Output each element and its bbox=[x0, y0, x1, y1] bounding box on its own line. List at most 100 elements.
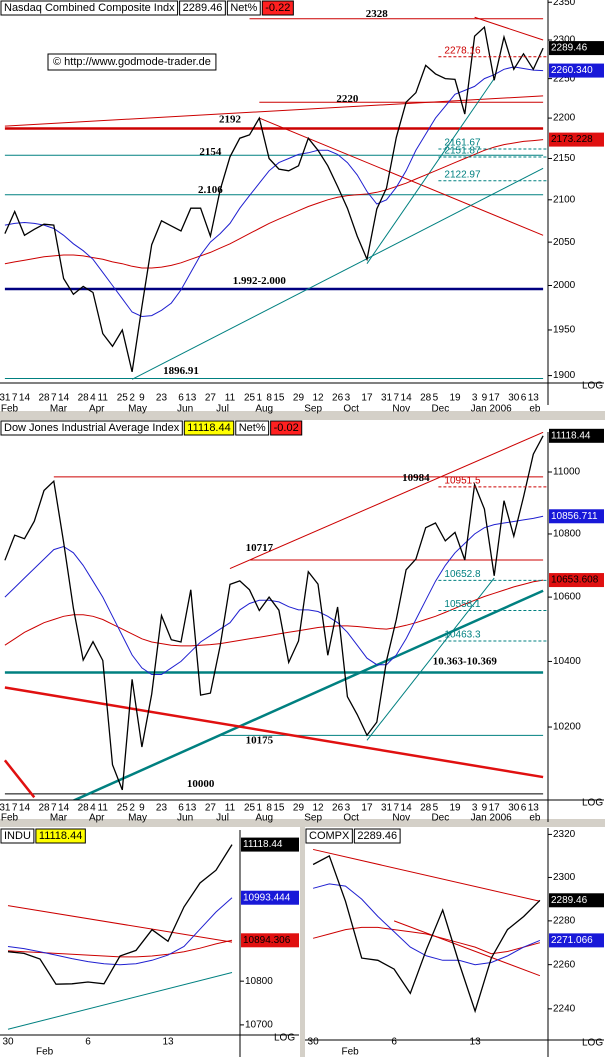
moving-average bbox=[4, 66, 544, 318]
x-tick-label: 11 bbox=[98, 803, 109, 814]
x-tick-label: 14 bbox=[58, 393, 70, 404]
x-tick-label: 7 bbox=[51, 803, 57, 814]
x-tick-label: 25 bbox=[117, 393, 129, 404]
x-tick-label: 27 bbox=[205, 803, 217, 814]
x-tick-label: 19 bbox=[449, 803, 461, 814]
x-month-label: Jan 2006 bbox=[471, 404, 513, 415]
trend-line bbox=[393, 920, 541, 977]
x-tick-label: 6 bbox=[178, 803, 184, 814]
annotation: 2220 bbox=[336, 93, 359, 105]
header-last: 2289.46 bbox=[357, 830, 397, 842]
y-tick-label: 2300 bbox=[553, 35, 576, 46]
price-line bbox=[7, 844, 233, 985]
x-tick-label: 31 bbox=[381, 803, 393, 814]
trend-line bbox=[366, 78, 495, 264]
x-month-label: Mar bbox=[50, 404, 68, 415]
price-box-label: 2289.46 bbox=[551, 43, 588, 54]
x-month-label: Feb bbox=[342, 1047, 360, 1057]
x-month-label: Nov bbox=[392, 813, 410, 824]
x-month-label: May bbox=[128, 404, 147, 415]
x-month-label: Oct bbox=[343, 404, 359, 415]
x-tick-label: 30 bbox=[2, 1037, 14, 1048]
y-tick-label: 10700 bbox=[245, 1020, 273, 1031]
price-box-label: 2173.228 bbox=[551, 134, 593, 145]
y-tick-label: 2000 bbox=[553, 280, 576, 291]
header-name-box bbox=[0, 0, 179, 16]
annotation: 2154 bbox=[199, 146, 222, 158]
plot-area bbox=[4, 16, 548, 380]
x-tick-label: 7 bbox=[51, 393, 57, 404]
x-tick-label: 5 bbox=[433, 393, 439, 404]
x-tick-label: 31 bbox=[0, 393, 11, 404]
separator bbox=[0, 819, 605, 827]
annotation: 10175 bbox=[246, 734, 274, 746]
x-tick-label: 7 bbox=[12, 803, 18, 814]
price-box bbox=[549, 893, 604, 908]
y-tick-label: 1900 bbox=[553, 370, 576, 381]
trend-line bbox=[229, 432, 544, 570]
trend-line bbox=[259, 117, 544, 236]
moving-average bbox=[4, 515, 544, 675]
x-tick-label: 26 bbox=[332, 803, 344, 814]
x-tick-label: 8 bbox=[266, 393, 272, 404]
y-tick-label: 1950 bbox=[553, 325, 576, 336]
price-box bbox=[549, 933, 604, 948]
y-tick-label: 2300 bbox=[553, 872, 576, 883]
x-tick-label: 13 bbox=[528, 393, 540, 404]
x-tick-label: 30 bbox=[508, 393, 520, 404]
x-tick-label: 17 bbox=[361, 393, 373, 404]
x-tick-label: 31 bbox=[381, 393, 393, 404]
x-tick-label: 11 bbox=[98, 393, 109, 404]
x-month-label: Jun bbox=[177, 404, 193, 415]
annotation: 2328 bbox=[366, 8, 389, 20]
trend-line bbox=[7, 905, 233, 943]
header-last: 11118.44 bbox=[187, 422, 230, 434]
x-tick-label: 6 bbox=[85, 1037, 91, 1048]
x-tick-label: 14 bbox=[58, 803, 70, 814]
annotation: 1896.91 bbox=[163, 365, 199, 377]
x-tick-label: 28 bbox=[420, 803, 432, 814]
price-box-label: 10856.711 bbox=[551, 511, 598, 522]
level-label: 10558.1 bbox=[444, 599, 481, 610]
price-box bbox=[549, 63, 604, 78]
header-net-label: Net% bbox=[230, 2, 257, 14]
x-tick-label: 1 bbox=[257, 393, 263, 404]
y-tick-label: 2100 bbox=[553, 194, 576, 205]
trend-line bbox=[312, 848, 541, 902]
separator bbox=[300, 827, 305, 1057]
header-last-box bbox=[35, 828, 86, 844]
y-tick-label: 2260 bbox=[553, 959, 576, 970]
price-line bbox=[4, 435, 544, 791]
price-box bbox=[549, 132, 604, 147]
price-box bbox=[549, 573, 604, 588]
y-tick-label: 2050 bbox=[553, 237, 576, 248]
x-tick-label: 9 bbox=[482, 803, 488, 814]
trend-line bbox=[72, 589, 544, 800]
x-month-label: Jan 2006 bbox=[471, 813, 513, 824]
x-tick-label: 3 bbox=[345, 393, 351, 404]
x-tick-label: 2 bbox=[129, 393, 135, 404]
header-name-box bbox=[0, 828, 35, 844]
header-last-box bbox=[183, 420, 235, 436]
x-tick-label: 25 bbox=[117, 803, 129, 814]
header-name: Dow Jones Industrial Average Index bbox=[4, 422, 180, 434]
header-last-box bbox=[179, 0, 226, 16]
price-box-label: 10653.608 bbox=[551, 575, 599, 586]
price-box-label: 10993.444 bbox=[243, 892, 291, 903]
y-tick-label: 11000 bbox=[553, 467, 581, 478]
x-tick-label: 28 bbox=[38, 393, 50, 404]
trend-line bbox=[366, 577, 495, 741]
x-tick-label: 23 bbox=[156, 803, 168, 814]
header-name: INDU bbox=[4, 830, 31, 842]
y-tick-label: 2320 bbox=[553, 829, 576, 840]
level-label: 2122.97 bbox=[444, 169, 481, 180]
header-net-label-box bbox=[226, 0, 261, 16]
price-box bbox=[549, 428, 604, 443]
x-tick-label: 9 bbox=[139, 803, 145, 814]
x-tick-label: 13 bbox=[185, 803, 197, 814]
x-tick-label: 5 bbox=[433, 803, 439, 814]
x-tick-label: 13 bbox=[470, 1037, 482, 1048]
scale-label: LOG bbox=[582, 798, 603, 809]
x-month-label: Sep bbox=[304, 813, 322, 824]
x-tick-label: 15 bbox=[273, 393, 285, 404]
